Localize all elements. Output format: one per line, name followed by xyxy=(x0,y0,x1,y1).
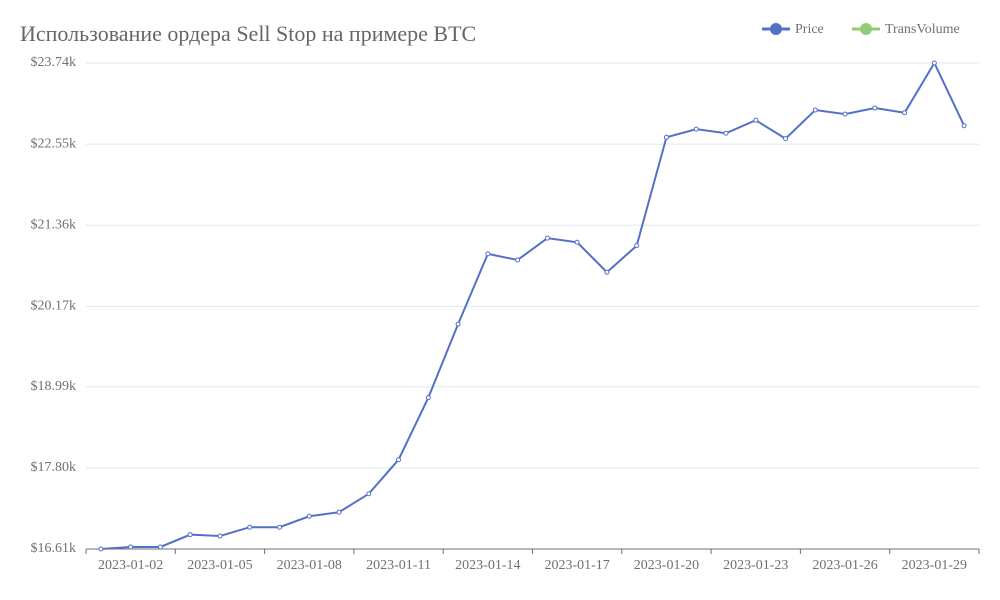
point xyxy=(276,524,282,530)
point xyxy=(247,524,253,530)
point xyxy=(872,105,878,111)
legend-dot xyxy=(860,23,872,35)
point xyxy=(604,269,610,275)
x-tick-label: 2023-01-05 xyxy=(187,558,252,573)
point xyxy=(217,533,223,539)
legend-label: TransVolume xyxy=(885,22,960,37)
point xyxy=(693,126,699,132)
x-tick-label: 2023-01-20 xyxy=(634,558,699,573)
point xyxy=(336,509,342,515)
point xyxy=(812,107,818,113)
point xyxy=(931,60,937,66)
point xyxy=(634,243,640,249)
y-tick-label: $16.61k xyxy=(31,541,77,556)
point xyxy=(723,130,729,136)
x-tick-label: 2023-01-14 xyxy=(455,558,520,573)
y-tick-label: $18.99k xyxy=(31,379,77,394)
y-tick-label: $22.55k xyxy=(31,136,77,151)
point xyxy=(485,251,491,257)
legend-dot xyxy=(770,23,782,35)
x-tick-label: 2023-01-08 xyxy=(277,558,342,573)
x-tick-label: 2023-01-11 xyxy=(366,558,431,573)
legend-label: Price xyxy=(795,22,824,37)
point xyxy=(306,513,312,519)
x-tick-label: 2023-01-29 xyxy=(902,558,967,573)
point xyxy=(842,111,848,117)
point xyxy=(396,457,402,463)
x-tick-label: 2023-01-26 xyxy=(812,558,877,573)
line xyxy=(100,60,966,550)
point xyxy=(366,491,372,497)
chart-title: Использование ордера Sell Stop на пример… xyxy=(20,21,476,46)
point xyxy=(544,235,550,241)
y-tick-label: $23.74k xyxy=(31,55,77,70)
point xyxy=(425,395,431,401)
point xyxy=(753,117,759,123)
x-tick-label: 2023-01-17 xyxy=(544,558,609,573)
point xyxy=(128,544,134,550)
point xyxy=(157,544,163,550)
point xyxy=(98,546,104,552)
y-tick-label: $20.17k xyxy=(31,299,77,314)
x-tick-label: 2023-01-02 xyxy=(98,558,163,573)
point xyxy=(902,110,908,116)
point xyxy=(663,134,669,140)
x-tick-label: 2023-01-23 xyxy=(723,558,788,573)
point xyxy=(783,136,789,142)
point xyxy=(574,239,580,245)
point xyxy=(187,532,193,538)
y-tick-label: $17.80k xyxy=(31,460,77,475)
point xyxy=(455,321,461,327)
y-tick-label: $21.36k xyxy=(31,217,77,232)
point xyxy=(515,257,521,263)
point xyxy=(961,123,967,129)
